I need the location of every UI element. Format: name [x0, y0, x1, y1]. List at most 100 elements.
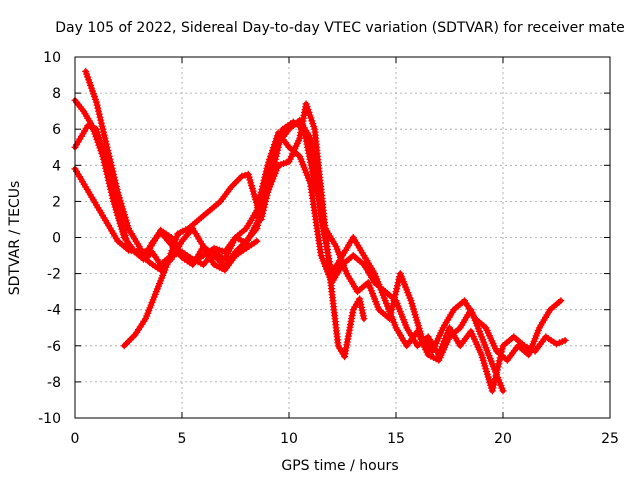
data-point	[391, 291, 399, 299]
data-point	[495, 357, 503, 365]
data-point	[102, 140, 110, 148]
y-tick-label: 0	[52, 231, 61, 247]
data-point	[499, 387, 507, 395]
data-point	[111, 176, 119, 184]
y-tick-label: 4	[52, 158, 61, 174]
data-point	[259, 197, 267, 205]
data-point	[106, 155, 114, 163]
data-point	[107, 161, 115, 169]
data-point	[94, 104, 102, 112]
data-point	[101, 134, 109, 142]
data-point	[393, 282, 401, 290]
data-point	[258, 203, 266, 211]
data-point	[257, 206, 265, 214]
data-point	[105, 179, 113, 187]
data-point	[95, 107, 102, 115]
data-point	[393, 285, 401, 293]
data-point	[254, 219, 262, 226]
chart-title: Day 105 of 2022, Sidereal Day-to-day VTE…	[55, 20, 625, 36]
data-point	[490, 381, 498, 389]
data-point	[389, 300, 397, 308]
data-point	[261, 191, 269, 199]
data-point	[105, 176, 112, 184]
data-point	[254, 222, 262, 229]
data-point	[110, 170, 117, 178]
data-point	[110, 173, 118, 181]
data-point	[112, 179, 120, 187]
data-point	[98, 122, 106, 130]
data-point	[104, 173, 112, 181]
data-point	[390, 297, 398, 305]
data-point	[557, 297, 565, 305]
data-point	[260, 194, 268, 202]
x-tick-label: 10	[280, 431, 298, 447]
series-track-3	[120, 118, 565, 364]
data-point	[92, 98, 100, 106]
data-point	[253, 237, 261, 245]
data-point	[113, 185, 121, 193]
data-point	[255, 215, 263, 223]
data-point	[102, 137, 110, 145]
data-point	[100, 158, 108, 166]
series-layer	[71, 67, 569, 395]
x-axis-title: GPS time / hours	[281, 458, 398, 474]
data-point	[107, 185, 115, 193]
y-tick-label: 8	[52, 86, 61, 102]
series-track-5	[71, 165, 261, 274]
data-point	[106, 182, 114, 190]
data-point	[103, 143, 111, 151]
data-point	[488, 387, 496, 395]
data-point	[498, 345, 506, 353]
data-point	[360, 315, 368, 323]
x-tick-label: 15	[387, 431, 405, 447]
data-point	[99, 152, 107, 160]
x-tick-label: 20	[494, 431, 512, 447]
data-point	[262, 188, 269, 196]
data-point	[105, 149, 112, 157]
data-point	[561, 336, 569, 344]
data-point	[108, 191, 116, 199]
data-point	[105, 152, 113, 160]
data-point	[262, 185, 270, 193]
data-point	[263, 182, 271, 190]
y-tick-label: -4	[47, 303, 61, 319]
data-point	[103, 170, 111, 178]
data-point	[253, 225, 261, 232]
data-point	[100, 155, 107, 163]
data-point	[102, 164, 110, 172]
data-point	[112, 182, 120, 190]
x-tick-label: 25	[601, 431, 619, 447]
data-point	[104, 146, 112, 154]
data-point	[490, 378, 498, 386]
data-point	[102, 167, 110, 175]
data-point	[495, 360, 503, 368]
data-point	[394, 279, 402, 287]
data-point	[99, 125, 107, 133]
data-point	[238, 172, 246, 180]
data-point	[100, 131, 108, 139]
data-point	[100, 128, 107, 136]
data-point	[257, 209, 264, 217]
data-point	[93, 101, 101, 109]
x-tick-label: 0	[71, 431, 80, 447]
data-point	[241, 171, 249, 179]
y-tick-label: -2	[47, 267, 61, 283]
data-point	[109, 194, 117, 202]
data-point	[97, 119, 105, 127]
y-tick-label: -6	[47, 339, 61, 355]
data-point	[107, 188, 115, 196]
data-point	[391, 294, 399, 302]
x-axis: 0 5 10 15 20 25	[71, 57, 619, 447]
y-tick-label: 2	[52, 194, 61, 210]
data-point	[489, 384, 497, 392]
data-point	[259, 200, 267, 208]
data-point	[256, 212, 264, 220]
y-axis: -10 -8 -6 -4 -2 0 2 4 6 8 10	[38, 50, 610, 427]
data-point	[109, 167, 117, 175]
y-tick-label: -8	[47, 375, 61, 391]
y-tick-label: -10	[38, 411, 61, 427]
data-point	[392, 288, 400, 296]
data-point	[101, 161, 109, 169]
data-point	[97, 116, 105, 124]
